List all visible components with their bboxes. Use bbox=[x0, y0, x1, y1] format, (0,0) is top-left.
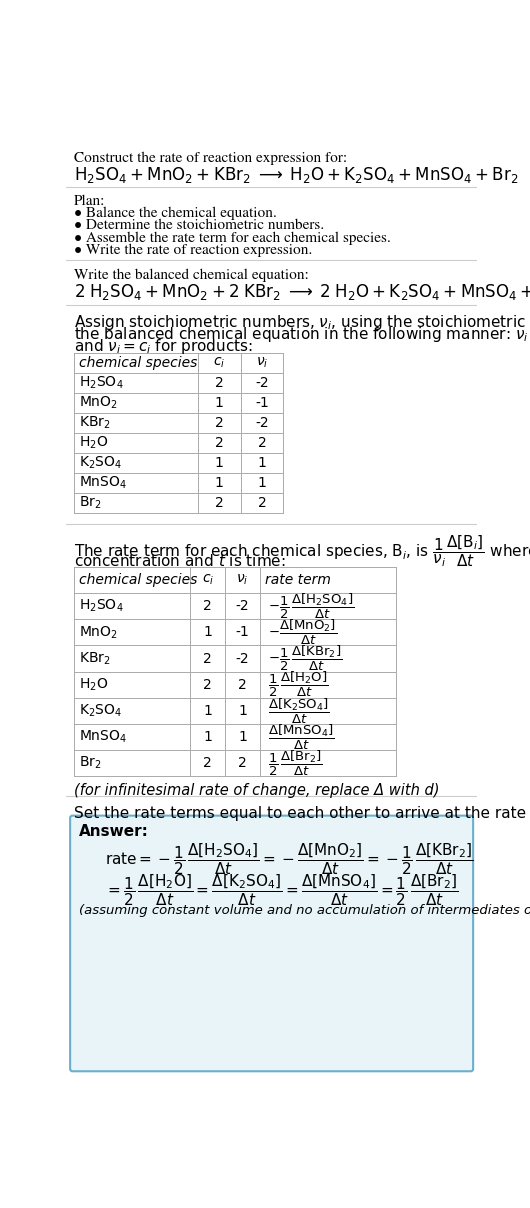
Text: $\mathrm{H_2O}$: $\mathrm{H_2O}$ bbox=[78, 676, 108, 693]
Text: (for infinitesimal rate of change, replace Δ with d): (for infinitesimal rate of change, repla… bbox=[74, 783, 439, 797]
Text: $= \dfrac{1}{2}\,\dfrac{\Delta[\mathrm{H_2O}]}{\Delta t} = \dfrac{\Delta[\mathrm: $= \dfrac{1}{2}\,\dfrac{\Delta[\mathrm{H… bbox=[105, 872, 458, 907]
Text: 2: 2 bbox=[204, 651, 212, 666]
Text: $c_i$: $c_i$ bbox=[213, 355, 225, 370]
Text: 2: 2 bbox=[204, 599, 212, 614]
Text: $\dfrac{1}{2}\,\dfrac{\Delta[\mathrm{Br_2}]}{\Delta t}$: $\dfrac{1}{2}\,\dfrac{\Delta[\mathrm{Br_… bbox=[268, 749, 322, 778]
Text: $\mathrm{Br_2}$: $\mathrm{Br_2}$ bbox=[78, 755, 101, 772]
Text: • Determine the stoichiometric numbers.: • Determine the stoichiometric numbers. bbox=[74, 219, 324, 232]
Text: 2: 2 bbox=[215, 416, 224, 430]
Text: $\mathrm{H_2SO_4}$: $\mathrm{H_2SO_4}$ bbox=[78, 374, 123, 391]
Text: -1: -1 bbox=[236, 626, 250, 639]
Text: $\mathrm{H_2SO_4 + MnO_2 + KBr_2}$$\;\longrightarrow\;$$\mathrm{H_2O + K_2SO_4 +: $\mathrm{H_2SO_4 + MnO_2 + KBr_2}$$\;\lo… bbox=[74, 165, 518, 185]
Text: 2: 2 bbox=[238, 756, 247, 771]
Text: $\nu_i$: $\nu_i$ bbox=[256, 355, 268, 370]
Text: 2: 2 bbox=[215, 496, 224, 510]
Text: $-\dfrac{1}{2}\,\dfrac{\Delta[\mathrm{H_2SO_4}]}{\Delta t}$: $-\dfrac{1}{2}\,\dfrac{\Delta[\mathrm{H_… bbox=[268, 592, 354, 621]
Text: $\nu_i$: $\nu_i$ bbox=[236, 573, 249, 587]
Text: $\dfrac{\Delta[\mathrm{K_2SO_4}]}{\Delta t}$: $\dfrac{\Delta[\mathrm{K_2SO_4}]}{\Delta… bbox=[268, 696, 330, 726]
Text: $\mathrm{Br_2}$: $\mathrm{Br_2}$ bbox=[78, 495, 101, 511]
Text: $\mathrm{rate} = -\dfrac{1}{2}\,\dfrac{\Delta[\mathrm{H_2SO_4}]}{\Delta t} = -\d: $\mathrm{rate} = -\dfrac{1}{2}\,\dfrac{\… bbox=[105, 841, 474, 877]
Text: rate term: rate term bbox=[264, 573, 331, 587]
Text: 2: 2 bbox=[258, 496, 266, 510]
Text: 1: 1 bbox=[203, 704, 212, 718]
Text: $\mathrm{MnO_2}$: $\mathrm{MnO_2}$ bbox=[78, 625, 118, 640]
Text: Write the balanced chemical equation:: Write the balanced chemical equation: bbox=[74, 268, 309, 281]
Text: $-\dfrac{\Delta[\mathrm{MnO_2}]}{\Delta t}$: $-\dfrac{\Delta[\mathrm{MnO_2}]}{\Delta … bbox=[268, 617, 337, 647]
Text: 2: 2 bbox=[215, 376, 224, 390]
Text: the balanced chemical equation in the following manner: $\nu_i = -c_i$ for react: the balanced chemical equation in the fo… bbox=[74, 325, 530, 344]
Text: -2: -2 bbox=[255, 416, 269, 430]
Text: $\mathrm{H_2O}$: $\mathrm{H_2O}$ bbox=[78, 435, 108, 451]
Text: 1: 1 bbox=[258, 476, 267, 490]
Text: $\mathrm{MnSO_4}$: $\mathrm{MnSO_4}$ bbox=[78, 728, 127, 745]
Text: • Write the rate of reaction expression.: • Write the rate of reaction expression. bbox=[74, 244, 312, 257]
Text: 1: 1 bbox=[215, 476, 224, 490]
Text: Answer:: Answer: bbox=[78, 824, 148, 840]
Text: 1: 1 bbox=[238, 704, 247, 718]
Text: Plan:: Plan: bbox=[74, 194, 105, 208]
Text: 2: 2 bbox=[258, 436, 266, 449]
Text: -2: -2 bbox=[255, 376, 269, 390]
Text: $\mathrm{2\;H_2SO_4 + MnO_2 + 2\;KBr_2}$$\;\longrightarrow\;$$\mathrm{2\;H_2O + : $\mathrm{2\;H_2SO_4 + MnO_2 + 2\;KBr_2}$… bbox=[74, 281, 530, 302]
Text: 1: 1 bbox=[203, 730, 212, 744]
Text: $\dfrac{\Delta[\mathrm{MnSO_4}]}{\Delta t}$: $\dfrac{\Delta[\mathrm{MnSO_4}]}{\Delta … bbox=[268, 722, 334, 751]
Text: 1: 1 bbox=[238, 730, 247, 744]
Text: -2: -2 bbox=[236, 651, 250, 666]
Text: chemical species: chemical species bbox=[78, 573, 197, 587]
Text: 2: 2 bbox=[204, 678, 212, 692]
Text: -2: -2 bbox=[236, 599, 250, 614]
Text: • Balance the chemical equation.: • Balance the chemical equation. bbox=[74, 207, 277, 220]
Text: $\dfrac{1}{2}\,\dfrac{\Delta[\mathrm{H_2O}]}{\Delta t}$: $\dfrac{1}{2}\,\dfrac{\Delta[\mathrm{H_2… bbox=[268, 670, 328, 699]
FancyBboxPatch shape bbox=[70, 815, 473, 1071]
Text: 1: 1 bbox=[203, 626, 212, 639]
Text: Assign stoichiometric numbers, $\nu_i$, using the stoichiometric coefficients, $: Assign stoichiometric numbers, $\nu_i$, … bbox=[74, 313, 530, 332]
Text: Set the rate terms equal to each other to arrive at the rate expression:: Set the rate terms equal to each other t… bbox=[74, 806, 530, 820]
Text: • Assemble the rate term for each chemical species.: • Assemble the rate term for each chemic… bbox=[74, 231, 391, 244]
Text: $\mathrm{K_2SO_4}$: $\mathrm{K_2SO_4}$ bbox=[78, 703, 122, 719]
Text: $c_i$: $c_i$ bbox=[201, 573, 214, 587]
Text: 1: 1 bbox=[258, 455, 267, 470]
Text: The rate term for each chemical species, $\mathrm{B}_i$, is $\dfrac{1}{\nu_i}\df: The rate term for each chemical species,… bbox=[74, 533, 530, 569]
Text: $-\dfrac{1}{2}\,\dfrac{\Delta[\mathrm{KBr_2}]}{\Delta t}$: $-\dfrac{1}{2}\,\dfrac{\Delta[\mathrm{KB… bbox=[268, 644, 342, 673]
Text: Construct the rate of reaction expression for:: Construct the rate of reaction expressio… bbox=[74, 151, 347, 164]
Text: and $\nu_i = c_i$ for products:: and $\nu_i = c_i$ for products: bbox=[74, 337, 253, 356]
Text: $\mathrm{K_2SO_4}$: $\mathrm{K_2SO_4}$ bbox=[78, 454, 122, 471]
Text: 1: 1 bbox=[215, 455, 224, 470]
Text: -1: -1 bbox=[255, 396, 269, 410]
Text: $\mathrm{KBr_2}$: $\mathrm{KBr_2}$ bbox=[78, 414, 110, 431]
Text: concentration and $t$ is time:: concentration and $t$ is time: bbox=[74, 553, 286, 569]
Text: chemical species: chemical species bbox=[78, 356, 197, 370]
Text: $\mathrm{H_2SO_4}$: $\mathrm{H_2SO_4}$ bbox=[78, 598, 123, 615]
Text: $\mathrm{MnSO_4}$: $\mathrm{MnSO_4}$ bbox=[78, 475, 127, 492]
Text: (assuming constant volume and no accumulation of intermediates or side products): (assuming constant volume and no accumul… bbox=[78, 904, 530, 917]
Text: 2: 2 bbox=[204, 756, 212, 771]
Text: $\mathrm{KBr_2}$: $\mathrm{KBr_2}$ bbox=[78, 650, 110, 667]
Text: $\mathrm{MnO_2}$: $\mathrm{MnO_2}$ bbox=[78, 395, 118, 411]
Text: 2: 2 bbox=[238, 678, 247, 692]
Text: 2: 2 bbox=[215, 436, 224, 449]
Text: 1: 1 bbox=[215, 396, 224, 410]
